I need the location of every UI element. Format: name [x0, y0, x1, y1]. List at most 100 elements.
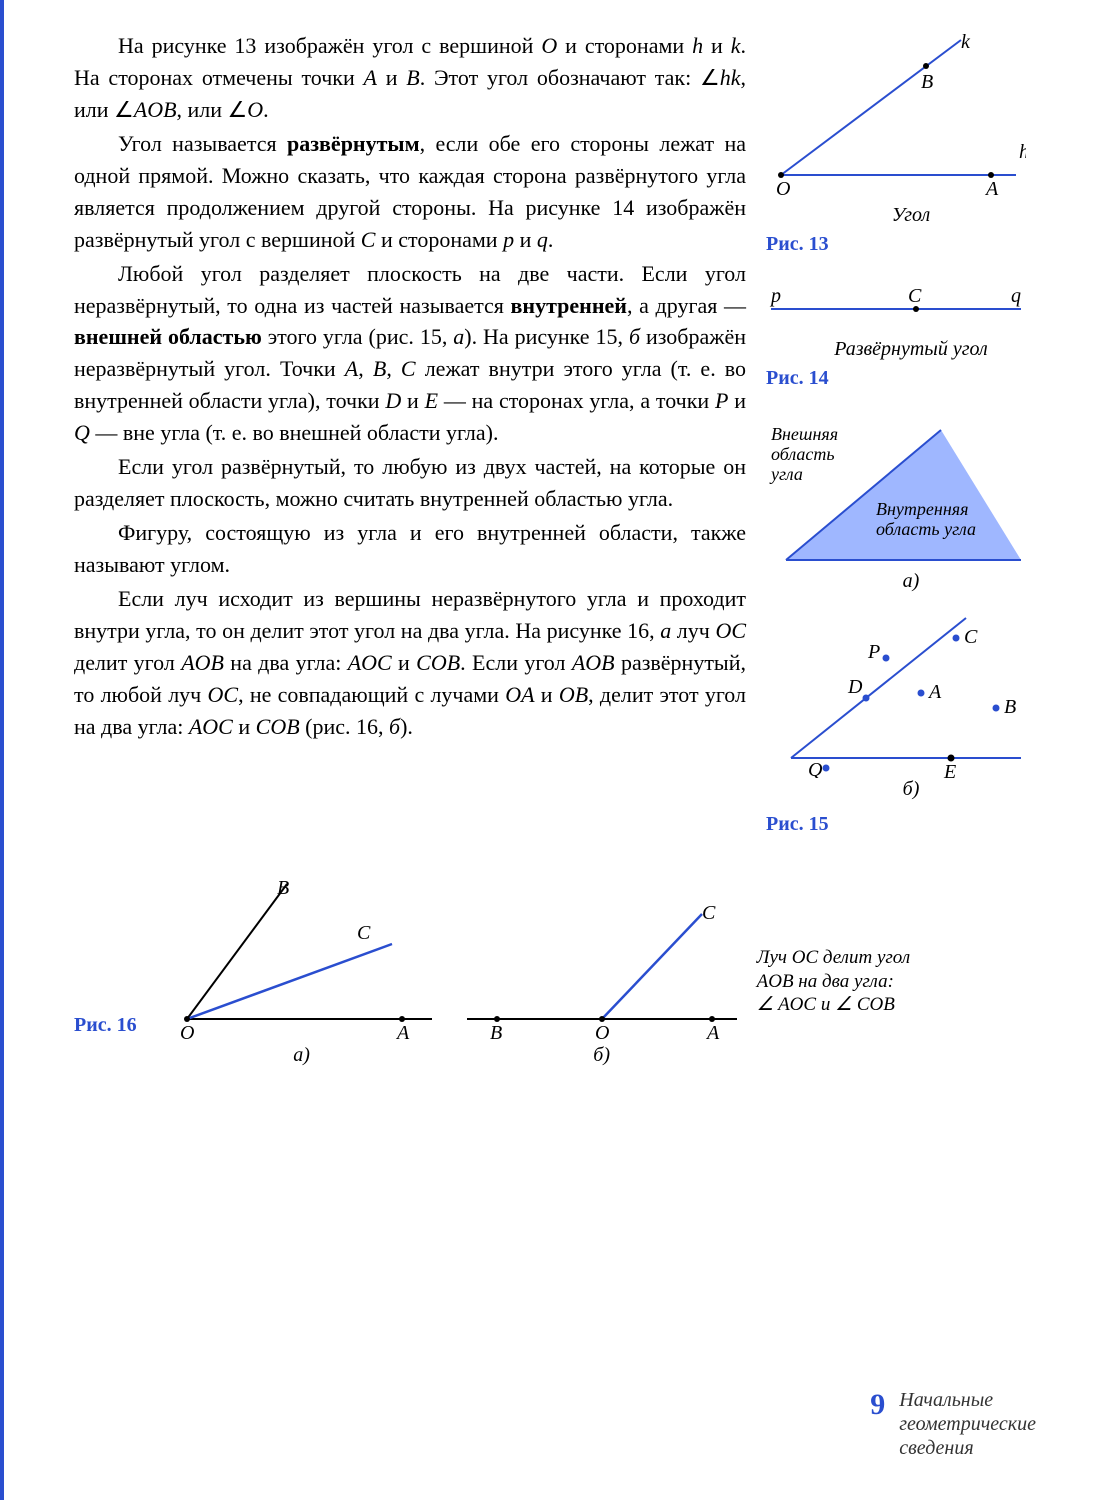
text: этого угла (рис. 15, — [262, 324, 453, 349]
label-B: B — [921, 71, 933, 93]
var-B: B — [373, 356, 386, 381]
pt-D: D — [847, 676, 863, 698]
var-C: C — [361, 227, 376, 252]
text: На рисунке 13 изображён угол с вершиной — [118, 33, 541, 58]
footer-text: Начальные геометрические сведения — [899, 1388, 1036, 1460]
text: луч — [671, 618, 715, 643]
text: Если луч исходит из вершины неразвёрнуто… — [74, 586, 746, 643]
figure-13-caption: Рис. 13 — [766, 233, 1056, 256]
figure-16b-label: б) — [457, 1044, 747, 1067]
page-number: 9 — [870, 1388, 885, 1422]
paragraph-5: Фигуру, состоящую из угла и его внутренн… — [74, 517, 746, 581]
figure-13-label: Угол — [766, 204, 1056, 227]
text: и — [233, 714, 256, 739]
label-k: k — [961, 31, 971, 53]
outer-1: Внешняя — [771, 424, 838, 444]
figure-15-caption: Рис. 15 — [766, 813, 1056, 836]
var-hk: hk — [720, 65, 741, 90]
figure-15b-label: б) — [766, 778, 1056, 801]
var-AOB: AOB — [134, 97, 177, 122]
label-p: p — [769, 285, 781, 307]
text: делит угол — [74, 650, 181, 675]
figure-13-svg: O A h B k — [766, 30, 1026, 200]
footer-line-3: сведения — [899, 1436, 1036, 1460]
label-h: h — [1019, 141, 1026, 163]
text: ). — [400, 714, 413, 739]
text: . — [548, 227, 554, 252]
figure-16-caption: Рис. 16 — [74, 1014, 137, 1067]
var-AOB: AOB — [181, 650, 224, 675]
text: и — [401, 388, 424, 413]
figure-14-svg: p C q — [766, 284, 1026, 334]
text: . Если угол — [460, 650, 572, 675]
text: , — [386, 356, 401, 381]
note-line-3: ∠ AOC и ∠ COB — [757, 993, 997, 1017]
pt-E: E — [943, 761, 956, 778]
lbl-B: B — [490, 1022, 502, 1044]
paragraph-3: Любой угол разделяет плоскость на две ча… — [74, 258, 746, 449]
label-C: C — [908, 285, 922, 307]
var-p: p — [503, 227, 514, 252]
pt-Q: Q — [808, 759, 823, 778]
var-h: h — [692, 33, 703, 58]
figure-16-note: Луч OC делит угол AOB на два угла: ∠ AOC… — [757, 946, 997, 1067]
figure-16b-svg: O B A C — [457, 874, 747, 1044]
text: на два угла: — [224, 650, 348, 675]
text: , — [358, 356, 373, 381]
figure-15a: Внешняя область угла Внутренняя область … — [766, 410, 1056, 593]
figure-16-block: Рис. 16 O A B C а) — [74, 874, 1056, 1067]
outer-2: область — [771, 444, 835, 464]
figure-15a-svg: Внешняя область угла Внутренняя область … — [766, 410, 1036, 570]
figure-14: p C q Развёрнутый угол Рис. 14 — [766, 284, 1056, 390]
paragraph-4: Если угол развёрнутый, то любую из двух … — [74, 451, 746, 515]
var-B: B — [406, 65, 419, 90]
text: (рис. 16, — [300, 714, 389, 739]
var-AOC: AOC — [348, 650, 392, 675]
sub-b: б — [389, 714, 400, 739]
text: и — [392, 650, 416, 675]
lbl-O: O — [180, 1022, 194, 1044]
lbl-B: B — [277, 877, 289, 899]
var-q: q — [537, 227, 548, 252]
pt-B: B — [1004, 696, 1016, 718]
lbl-O: O — [595, 1022, 609, 1044]
var-E: E — [425, 388, 438, 413]
var-O: O — [247, 97, 263, 122]
var-OA: OA — [505, 682, 534, 707]
page-footer: 9 Начальные геометрические сведения — [870, 1388, 1036, 1460]
text: Угол называется — [118, 131, 287, 156]
term: внутренней — [511, 293, 627, 318]
paragraph-6: Если луч исходит из вершины неразвёрнуто… — [74, 583, 746, 742]
figure-14-label: Развёрнутый угол — [766, 338, 1056, 361]
paragraph-2: Угол называется развёрнутым, если обе ег… — [74, 128, 746, 256]
two-column-layout: На рисунке 13 изображён угол с вершиной … — [74, 30, 1056, 854]
text: и сторонами — [557, 33, 692, 58]
text: , или ∠ — [177, 97, 248, 122]
inner-2: область угла — [876, 519, 976, 539]
text: ). На рисунке 15, — [464, 324, 629, 349]
text: и — [728, 388, 746, 413]
sub-a: а — [453, 324, 464, 349]
pt-C: C — [964, 626, 978, 648]
text: — на сторонах угла, а точки — [438, 388, 715, 413]
text: , не совпадающий с лучами — [238, 682, 505, 707]
var-COB: COB — [256, 714, 300, 739]
pt-P: P — [867, 641, 880, 663]
text: и сторонами — [375, 227, 503, 252]
note-line-2: AOB на два угла: — [757, 970, 997, 994]
var-k: k — [731, 33, 741, 58]
lbl-C: C — [702, 902, 716, 924]
term: развёрнутым — [287, 131, 420, 156]
figure-16b: O B A C б) — [457, 874, 747, 1067]
text: и — [514, 227, 537, 252]
text: и — [703, 33, 731, 58]
text: — вне угла (т. е. во внешней области угл… — [90, 420, 499, 445]
outer-3: угла — [769, 464, 803, 484]
paragraph-1: На рисунке 13 изображён угол с вершиной … — [74, 30, 746, 126]
var-OC: OC — [715, 618, 746, 643]
var-P: P — [715, 388, 728, 413]
sub-b: б — [629, 324, 640, 349]
var-C: C — [401, 356, 416, 381]
note-line-1: Луч OC делит угол — [757, 946, 997, 970]
main-text-column: На рисунке 13 изображён угол с вершиной … — [74, 30, 746, 854]
